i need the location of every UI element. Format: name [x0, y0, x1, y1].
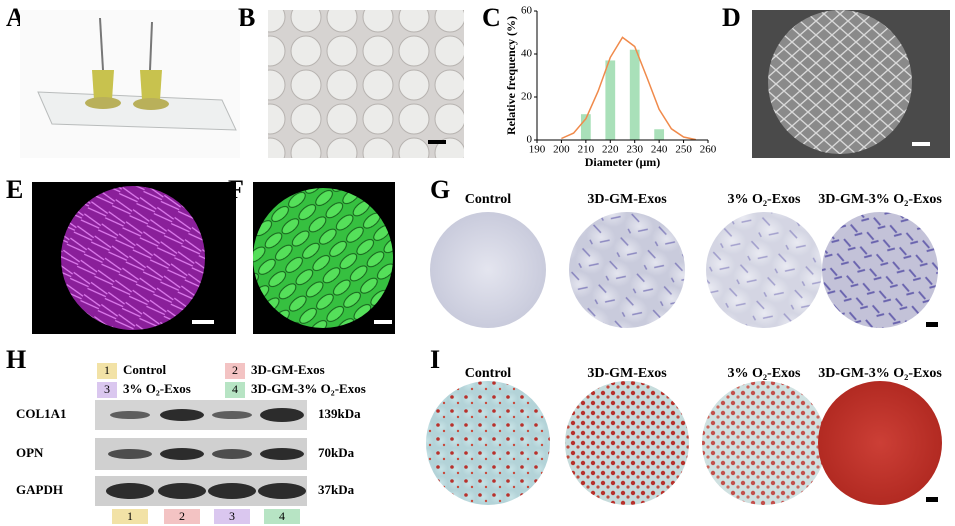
lane-number: 1: [127, 509, 133, 523]
x-axis-title: Diameter (μm): [585, 155, 661, 169]
legend-swatch: [97, 382, 117, 398]
bar: [605, 60, 616, 141]
western-blot: [95, 400, 307, 506]
photo-fluorescence-cells: [253, 182, 395, 334]
y-tick-label: 60: [521, 5, 533, 17]
lane-swatch: [214, 509, 250, 524]
panel-label: I: [430, 345, 440, 374]
lane-number: 2: [179, 509, 185, 523]
photo-device: [20, 10, 240, 158]
y-tick-label: 0: [527, 134, 533, 146]
panel-label: G: [430, 175, 450, 204]
legend-label: 3D-GM-3% O₂-Exos: [251, 381, 366, 396]
x-tick-label: 240: [651, 144, 668, 156]
lane-number: 4: [279, 509, 285, 523]
column-label: 3D-GM-Exos: [587, 192, 667, 207]
column-label: 3D-GM-Exos: [587, 366, 667, 381]
column-label: 3% O₂-Exos: [727, 366, 801, 381]
y-tick-label: 20: [521, 91, 533, 103]
column-label: 3D-GM-3% O₂-Exos: [818, 366, 942, 381]
legend-label: 3% O₂-Exos: [123, 381, 191, 396]
panel-label: C: [482, 3, 501, 32]
photo-sem: [752, 10, 950, 158]
legend-swatch: [225, 382, 245, 398]
x-tick-label: 190: [529, 144, 546, 156]
column-label: 3D-GM-3% O₂-Exos: [818, 192, 942, 207]
photo-fluorescence-actin: [32, 182, 236, 334]
x-tick-label: 200: [553, 144, 570, 156]
size-label: 37kDa: [318, 482, 355, 497]
panel-label: E: [6, 175, 23, 204]
x-tick-label: 260: [700, 144, 717, 156]
y-tick-label: 40: [521, 48, 533, 60]
y-axis-title: Relative frequency (%): [504, 16, 518, 135]
fit-line: [561, 36, 696, 141]
lane-swatch: [164, 509, 200, 524]
legend-number: 2: [232, 363, 238, 377]
x-tick-label: 220: [602, 144, 619, 156]
x-tick-label: 230: [626, 144, 643, 156]
panel-label: H: [6, 345, 26, 374]
legend-label: Control: [123, 362, 166, 377]
legend-number: 1: [104, 363, 110, 377]
protein-label: OPN: [16, 445, 44, 460]
legend-number: 3: [104, 382, 110, 396]
column-label: Control: [465, 192, 512, 207]
size-label: 139kDa: [318, 406, 361, 421]
panel-label: D: [722, 3, 741, 32]
legend-label: 3D-GM-Exos: [251, 362, 325, 377]
x-tick-label: 210: [578, 144, 595, 156]
column-label: Control: [465, 366, 512, 381]
lane-swatch: [112, 509, 148, 524]
legend-swatch: [225, 363, 245, 379]
bar: [629, 49, 640, 141]
bar: [654, 129, 665, 140]
bar: [580, 114, 591, 140]
legend-number: 4: [232, 382, 238, 396]
lane-number: 3: [229, 509, 235, 523]
stain-images-g: [430, 212, 938, 328]
legend-swatch: [97, 363, 117, 379]
panel-label: B: [238, 3, 255, 32]
photo-droplets: [268, 10, 464, 158]
lane-swatch: [264, 509, 300, 524]
stain-images-i: [426, 381, 942, 505]
x-tick-label: 250: [675, 144, 692, 156]
column-label: 3% O₂-Exos: [727, 192, 801, 207]
size-label: 70kDa: [318, 445, 355, 460]
protein-label: GAPDH: [16, 482, 63, 497]
protein-label: COL1A1: [16, 406, 67, 421]
